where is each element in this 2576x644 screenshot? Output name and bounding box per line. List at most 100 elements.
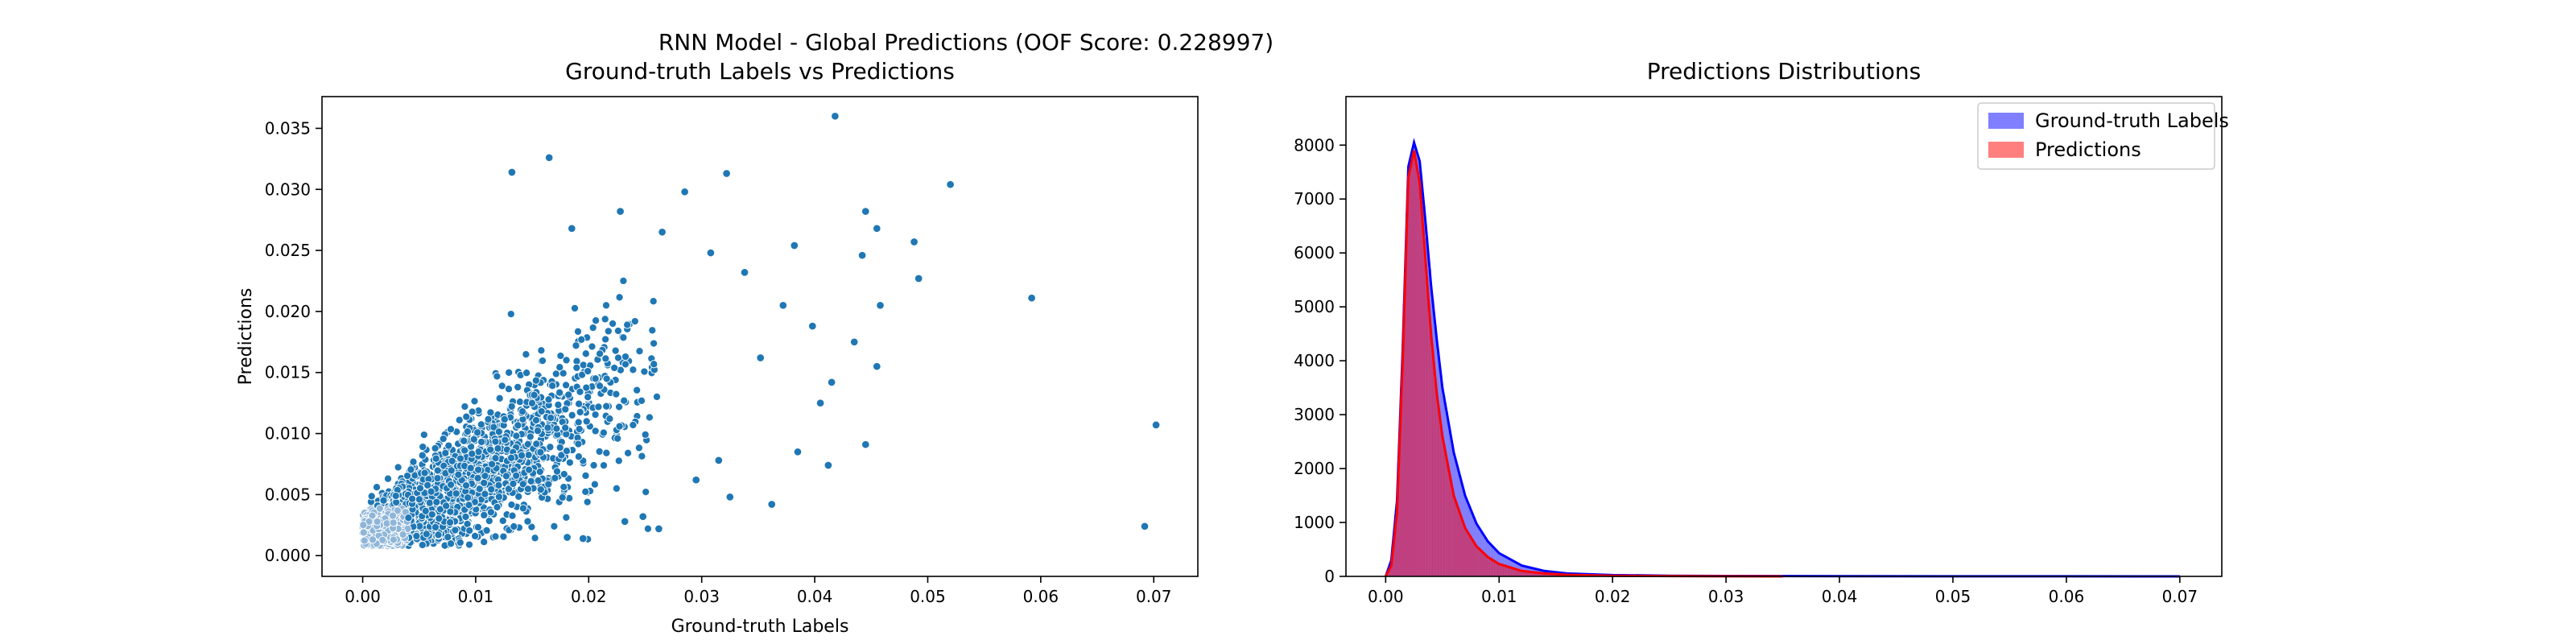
scatter-point: [573, 327, 583, 336]
scatter-point: [409, 457, 418, 466]
scatter-point: [518, 504, 527, 513]
scatter-point: [522, 369, 531, 378]
scatter-point: [581, 471, 590, 480]
figure-suptitle: RNN Model - Global Predictions (OOF Scor…: [658, 29, 1274, 56]
scatter-panel: Ground-truth Labels vs Predictions 0.00 0…: [236, 58, 1199, 637]
scatter-point: [630, 317, 639, 326]
scatter-point: [537, 346, 546, 355]
scatter-point: [493, 372, 502, 381]
scatter-point: [527, 522, 536, 531]
scatter-point: [595, 447, 604, 456]
scatter-point: [470, 397, 479, 406]
scatter-point: [565, 458, 574, 467]
scatter-point: [460, 402, 469, 411]
scatter-point: [575, 424, 584, 434]
scatter-point: [523, 517, 532, 526]
scatter-point: [615, 402, 624, 411]
scatter-point: [568, 411, 576, 419]
scatter-point: [559, 469, 568, 479]
scatter-point: [555, 363, 564, 372]
scatter-point: [649, 297, 658, 306]
scatter-point: [602, 374, 611, 383]
scatter-point: [524, 451, 533, 460]
scatter-point: [497, 382, 506, 390]
scatter-point: [468, 407, 477, 416]
scatter-point: [633, 386, 642, 394]
scatter-point: [562, 356, 571, 365]
scatter-point: [577, 335, 586, 344]
scatter-point: [602, 402, 611, 411]
scatter-point: [602, 448, 611, 457]
scatter-point: [621, 353, 630, 361]
scatter-point: [620, 396, 629, 405]
scatter-point: [601, 301, 611, 310]
scatter-point: [609, 319, 617, 328]
scatter-point: [473, 428, 482, 437]
scatter-point: [480, 478, 489, 487]
scatter-point: [419, 431, 428, 440]
scatter-point: [544, 395, 553, 404]
scatter-point: [635, 347, 644, 356]
scatter-point: [522, 350, 530, 359]
scatter-point: [383, 474, 393, 483]
scatter-point: [637, 396, 646, 405]
scatter-point: [448, 456, 456, 465]
scatter-point: [555, 388, 564, 397]
scatter-point: [581, 487, 590, 496]
scatter-point: [441, 448, 450, 457]
scatter-point: [508, 511, 517, 520]
scatter-point: [611, 346, 620, 355]
scatter-point: [498, 516, 507, 525]
scatter-point: [629, 420, 638, 430]
scatter-point: [469, 435, 478, 444]
scatter-point: [473, 522, 482, 531]
scatter-point: [547, 414, 555, 423]
scatter-point: [546, 443, 555, 452]
scatter-point: [407, 465, 415, 474]
scatter-point: [581, 349, 590, 358]
scatter-point: [464, 540, 474, 549]
scatter-point: [514, 421, 522, 430]
scatter-point: [584, 393, 592, 402]
scatter-point: [552, 467, 562, 476]
scatter-point: [582, 383, 591, 392]
scatter-point: [462, 412, 471, 421]
scatter-point: [460, 446, 469, 455]
scatter-point: [526, 477, 535, 485]
scatter-point: [505, 368, 514, 377]
scatter-point: [589, 460, 598, 470]
scatter-point: [456, 454, 465, 463]
scatter-point: [596, 349, 605, 358]
scatter-point: [610, 363, 619, 373]
scatter-point: [538, 357, 547, 365]
scatter-point: [558, 493, 567, 502]
scatter-point: [495, 394, 504, 402]
scatter-point: [418, 451, 427, 460]
scatter-point: [559, 482, 568, 492]
scatter-point: [583, 497, 592, 506]
scatter-point: [592, 316, 601, 325]
scatter-point: [650, 360, 658, 369]
scatter-point: [444, 441, 453, 450]
scatter-point: [535, 467, 544, 477]
scatter-point: [612, 484, 621, 493]
scatter-point: [574, 452, 583, 461]
scatter-point: [518, 407, 527, 416]
scatter-point: [494, 427, 503, 436]
scatter-point: [614, 456, 623, 465]
scatter-point: [461, 512, 470, 522]
scatter-point: [612, 390, 621, 398]
scatter-point: [480, 510, 489, 519]
scatter-point: [548, 382, 557, 390]
scatter-point: [599, 461, 609, 470]
scatter-point: [561, 423, 570, 432]
scatter-point: [601, 335, 610, 344]
scatter-point: [552, 424, 561, 433]
scatter-point: [514, 492, 523, 501]
scatter-point: [650, 339, 658, 348]
scatter-point: [537, 407, 546, 416]
scatter-point: [588, 342, 597, 351]
scatter-point: [554, 400, 563, 409]
scatter-point: [463, 427, 472, 436]
scatter-point: [480, 538, 489, 547]
